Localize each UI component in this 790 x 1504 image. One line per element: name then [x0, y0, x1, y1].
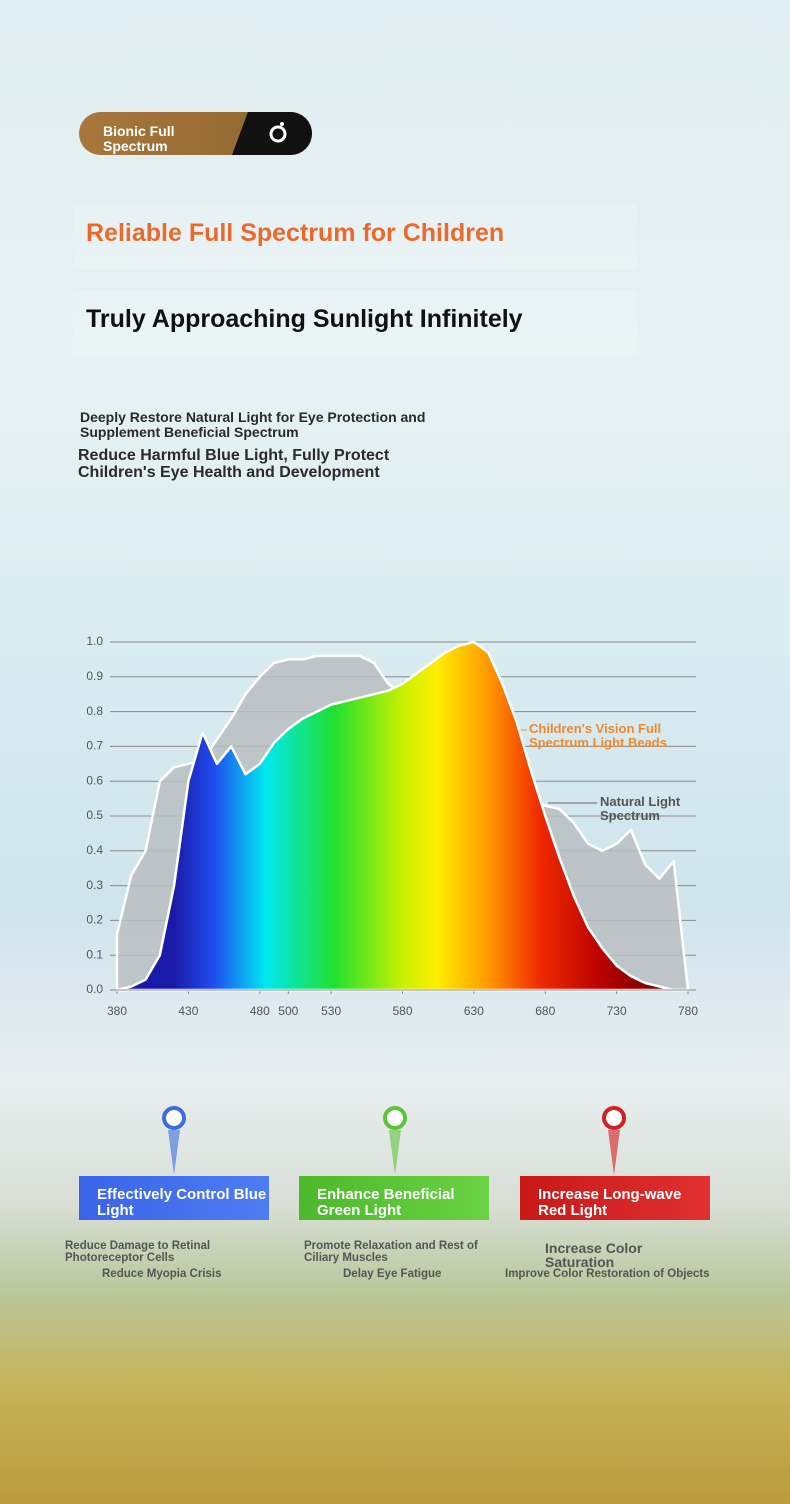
feature-text: Reduce Damage to Retinal Photoreceptor C… [65, 1240, 211, 1264]
x-tick-label: 780 [678, 1004, 698, 1018]
x-tick-label: 580 [392, 1004, 412, 1018]
badge-icon [269, 122, 287, 143]
x-tick-label: 680 [535, 1004, 555, 1018]
pin-blue [162, 1106, 186, 1175]
intro-text: Reduce Harmful Blue Light, Fully Protect… [78, 447, 390, 481]
badge-icon-bg [232, 112, 312, 155]
feature-text: Increase Color Saturation [545, 1240, 643, 1270]
feature-text: Promote Relaxation and Rest of Ciliary M… [304, 1240, 478, 1264]
feature-title: Increase Long-wave Red Light [520, 1176, 710, 1220]
pin-red [602, 1106, 626, 1175]
y-tick-label: 0.5 [86, 808, 103, 822]
subtitle: Truly Approaching Sunlight Infinitely [73, 290, 637, 356]
pin-green [383, 1106, 407, 1175]
y-tick-label: 1.0 [86, 634, 103, 648]
y-tick-label: 0.0 [86, 982, 103, 996]
x-tick-label: 500 [278, 1004, 298, 1018]
y-tick-label: 0.9 [86, 669, 103, 683]
series-area [115, 640, 690, 992]
y-tick-label: 0.8 [86, 704, 103, 718]
title: Reliable Full Spectrum for Children [73, 204, 637, 270]
feature-text: Reduce Myopia Crisis [102, 1268, 222, 1280]
series-label: Natural Light Spectrum [600, 794, 681, 823]
y-tick-label: 0.1 [86, 947, 103, 961]
feature-text: Improve Color Restoration of Objects [505, 1268, 710, 1280]
feature-text: Delay Eye Fatigue [343, 1268, 442, 1280]
badge: Bionic Full Spectrum [79, 112, 312, 155]
y-tick-label: 0.4 [86, 843, 103, 857]
y-tick-label: 0.2 [86, 913, 103, 927]
x-tick-label: 480 [250, 1004, 270, 1018]
x-tick-label: 380 [107, 1004, 127, 1018]
feature-title: Effectively Control Blue Light [79, 1176, 269, 1220]
y-tick-label: 0.7 [86, 739, 103, 753]
x-tick-label: 530 [321, 1004, 341, 1018]
x-tick-label: 630 [464, 1004, 484, 1018]
intro-text: Deeply Restore Natural Light for Eye Pro… [80, 409, 426, 440]
series-label: Children's Vision Full Spectrum Light Be… [529, 721, 667, 750]
x-tick-label: 730 [607, 1004, 627, 1018]
y-tick-label: 0.6 [86, 773, 103, 787]
x-tick-label: 430 [178, 1004, 198, 1018]
feature-title: Enhance Beneficial Green Light [299, 1176, 489, 1220]
y-tick-label: 0.3 [86, 878, 103, 892]
badge-text: Bionic Full Spectrum [103, 123, 175, 154]
